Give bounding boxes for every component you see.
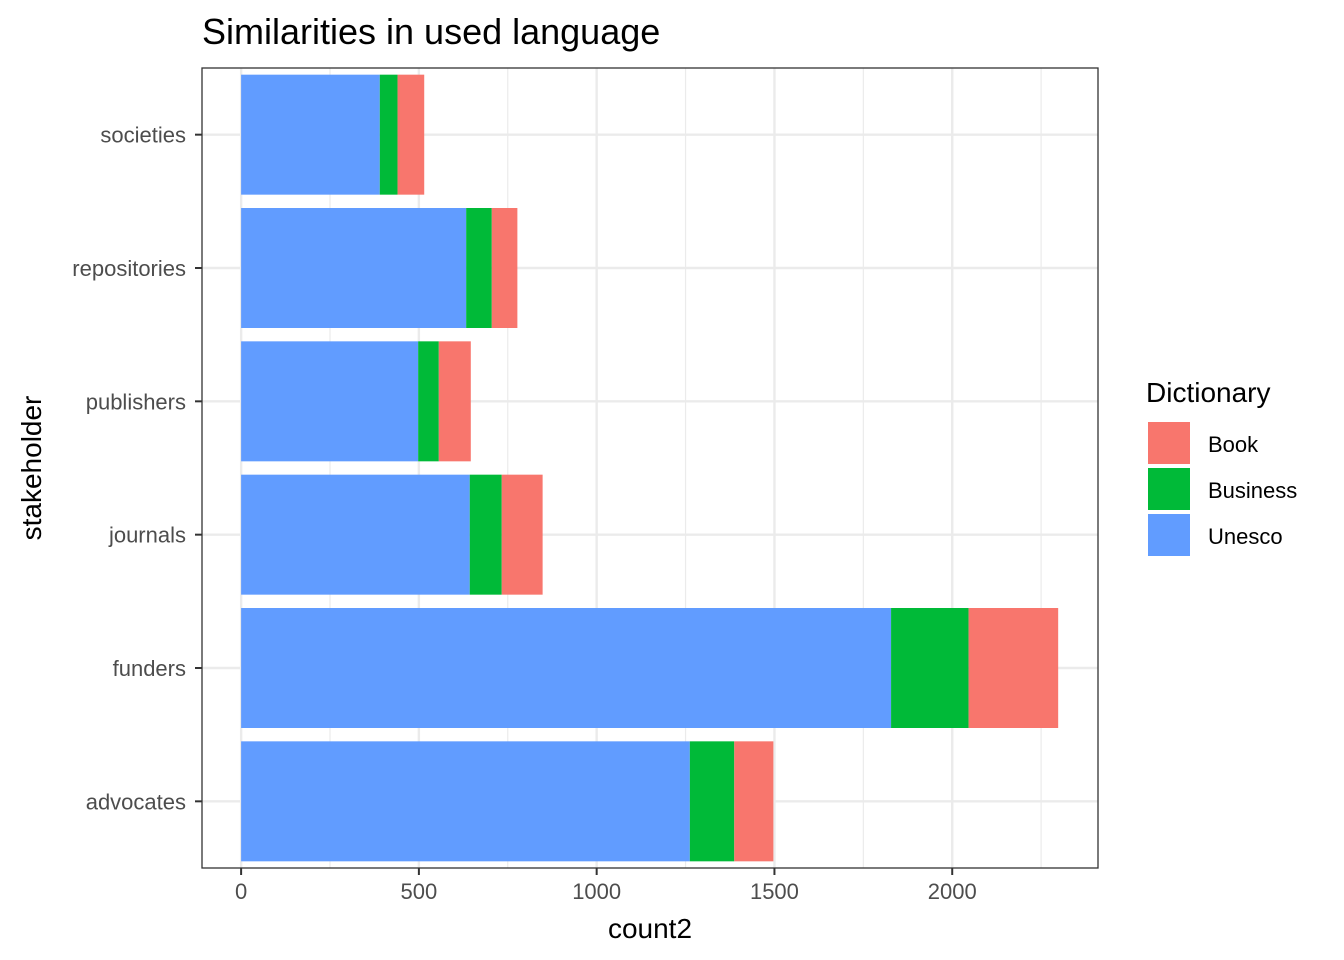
bar-advocates-unesco [241,741,690,862]
y-tick-label-publishers: publishers [86,389,186,414]
bar-repositories-business [466,208,492,328]
bar-societies-book [397,74,425,195]
x-tick-label: 1500 [750,879,799,904]
x-axis-title: count2 [608,913,692,944]
bar-advocates-business [689,741,735,862]
bar-advocates-book [734,741,774,862]
y-axis-title: stakeholder [16,396,47,541]
x-tick-label: 500 [401,879,438,904]
bars [241,74,1059,862]
x-tick-label: 0 [235,879,247,904]
y-tick-label-funders: funders [113,656,186,681]
bar-funders-unesco [241,608,892,728]
y-tick-label-advocates: advocates [86,789,186,814]
legend-key-business [1148,468,1190,510]
bar-repositories-book [491,208,518,328]
chart-title: Similarities in used language [202,11,660,52]
bar-publishers-unesco [241,341,419,462]
plot-panel [202,68,1098,868]
bar-journals-unesco [241,474,470,595]
bar-societies-unesco [241,74,380,195]
bar-publishers-business [418,341,439,462]
y-tick-label-journals: journals [108,523,186,548]
bar-repositories-unesco [241,208,467,328]
bar-societies-business [379,74,398,195]
plot-border [201,67,1099,869]
bar-publishers-book [438,341,471,462]
minor-gridlines [329,68,1042,868]
x-axis: 0 500 1000 1500 2000 [235,868,977,904]
legend-key-unesco [1148,514,1190,556]
legend: Dictionary Book Business Unesco [1146,377,1297,556]
legend-key-book [1148,422,1190,464]
x-tick-label: 2000 [928,879,977,904]
bar-journals-business [469,474,502,595]
y-tick-label-repositories: repositories [72,256,186,281]
legend-title: Dictionary [1146,377,1270,408]
legend-label-unesco: Unesco [1208,524,1283,549]
legend-label-book: Book [1208,432,1259,457]
y-tick-label-societies: societies [100,123,186,148]
legend-label-business: Business [1208,478,1297,503]
bar-funders-book [968,608,1059,728]
y-axis: advocates funders journals publishers reposi… [72,123,202,814]
bar-journals-book [501,474,543,595]
x-tick-label: 1000 [572,879,621,904]
bar-funders-business [891,608,969,728]
